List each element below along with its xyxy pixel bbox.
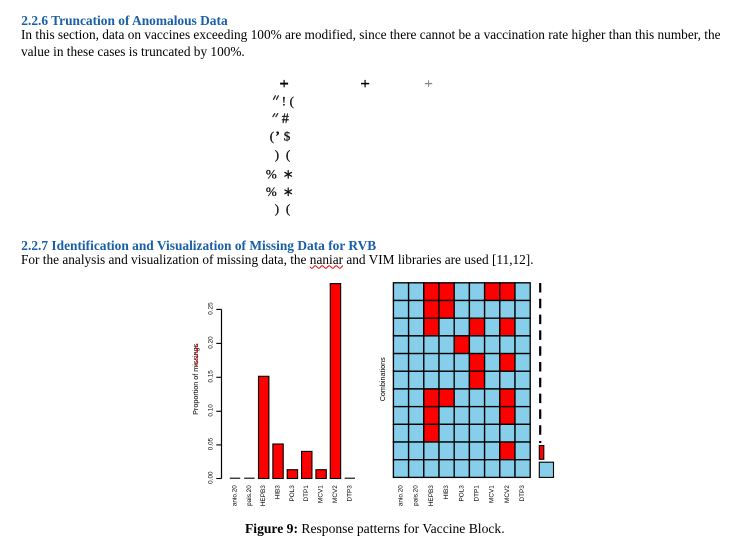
- svg-text:DTP1: DTP1: [303, 485, 310, 502]
- svg-text:POL3: POL3: [458, 485, 465, 502]
- svg-text:DTP1: DTP1: [474, 485, 481, 502]
- svg-text:0.25: 0.25: [207, 302, 214, 315]
- svg-text:0.10: 0.10: [207, 404, 214, 417]
- svg-text:Combinations: Combinations: [378, 357, 387, 401]
- svg-text:HEPB3: HEPB3: [428, 485, 435, 506]
- svg-text:(: (: [270, 129, 274, 144]
- svg-text:DTP3: DTP3: [346, 485, 353, 502]
- svg-text:Proportion of missings: Proportion of missings: [191, 343, 200, 415]
- svg-text:(: (: [290, 93, 294, 108]
- svg-text:’: ’: [275, 130, 280, 145]
- svg-text:(: (: [286, 201, 290, 216]
- svg-text:!: !: [282, 93, 286, 108]
- svg-text:HIB3: HIB3: [443, 485, 450, 500]
- svg-text:MCV2: MCV2: [332, 485, 339, 503]
- svg-text:DTP3: DTP3: [519, 485, 526, 502]
- svg-text:POL3: POL3: [289, 485, 296, 502]
- svg-text:(: (: [286, 147, 290, 162]
- svg-text:pais.20: pais.20: [413, 485, 420, 506]
- svg-text:0.15: 0.15: [207, 370, 214, 383]
- svg-text:HIB3: HIB3: [275, 485, 282, 500]
- svg-text:0.20: 0.20: [207, 336, 214, 349]
- svg-text:pais.20: pais.20: [246, 485, 253, 506]
- svg-text:MCV2: MCV2: [504, 485, 511, 503]
- svg-text:anio.20: anio.20: [232, 485, 239, 506]
- svg-text:HEPB3: HEPB3: [260, 485, 267, 506]
- svg-text:): ): [275, 201, 279, 216]
- svg-text:MCV1: MCV1: [489, 485, 496, 503]
- svg-text:MCV1: MCV1: [318, 485, 325, 503]
- svg-text:0.05: 0.05: [207, 437, 214, 450]
- svg-text:%: %: [266, 167, 277, 182]
- svg-text:0.00: 0.00: [207, 471, 214, 484]
- svg-text:): ): [275, 147, 279, 162]
- svg-text:$: $: [284, 129, 291, 144]
- svg-text:%: %: [266, 184, 277, 199]
- svg-text:#: #: [282, 111, 289, 127]
- svg-text:anio.20: anio.20: [398, 485, 405, 506]
